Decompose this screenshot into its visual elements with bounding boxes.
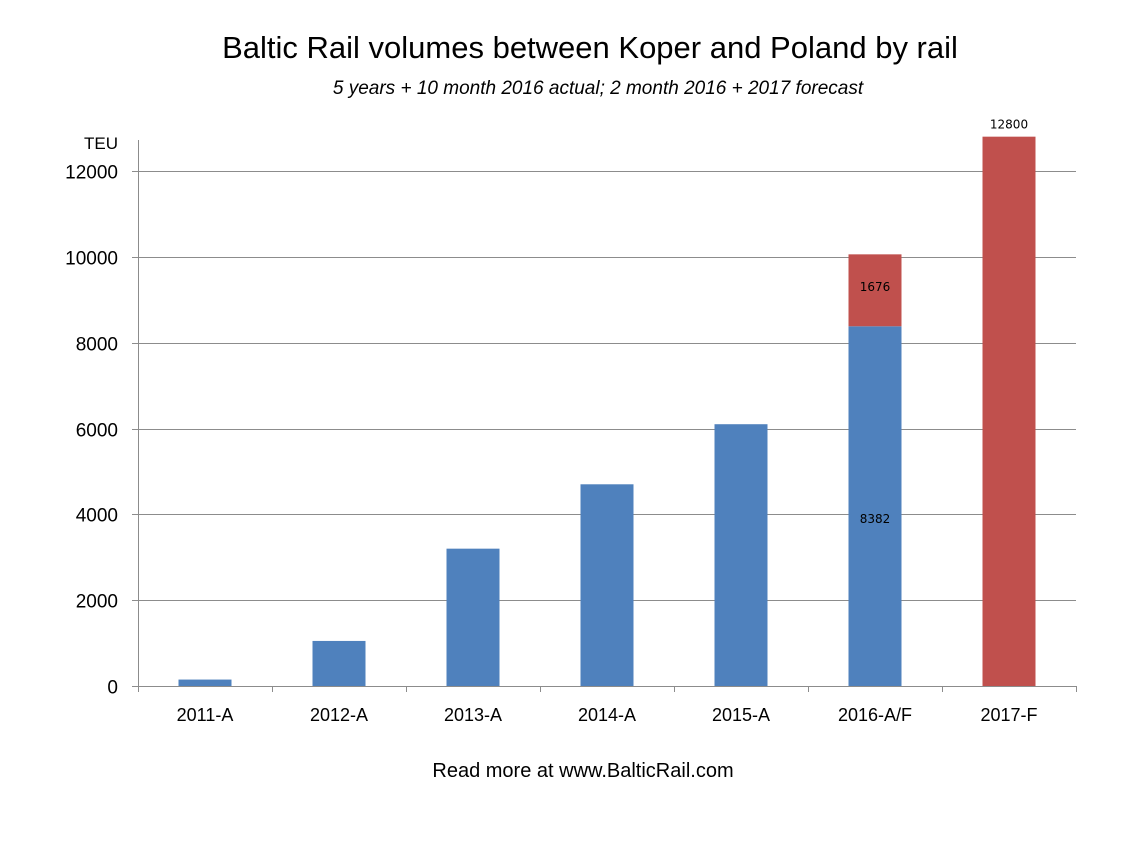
y-tick-label: 4000 (76, 506, 118, 527)
footer-link[interactable]: Read more at www.BalticRail.com (432, 760, 734, 782)
y-tick-label: 10000 (65, 249, 118, 270)
data-label: 1676 (860, 280, 891, 294)
x-category-label: 2013-A (444, 705, 502, 725)
y-tick-label: 6000 (76, 421, 118, 442)
x-category-label: 2014-A (578, 705, 636, 725)
x-category-label: 2012-A (310, 705, 368, 725)
x-category-label: 2016-A/F (838, 705, 912, 725)
y-tick-label: 12000 (65, 163, 118, 184)
x-category-label: 2011-A (177, 705, 234, 725)
chart-subtitle: 5 years + 10 month 2016 actual; 2 month … (332, 78, 864, 99)
data-label: 12800 (990, 118, 1028, 132)
y-tick-label: 0 (107, 678, 118, 699)
y-tick-label: 8000 (76, 335, 118, 356)
data-label: 8382 (860, 512, 891, 526)
chart-title: Baltic Rail volumes between Koper and Po… (222, 30, 958, 65)
bar (312, 640, 366, 686)
bars (178, 136, 1036, 686)
bar (580, 484, 634, 686)
bar (982, 136, 1036, 686)
y-tick-label: 2000 (76, 592, 118, 613)
bar (848, 326, 902, 686)
bar (178, 679, 232, 686)
x-category-label: 2015-A (712, 705, 770, 725)
bar (848, 254, 902, 327)
labels: 0 2000 4000 6000 8000 10000 12000 TEU 2011-A 2012… (65, 118, 1037, 725)
axes (132, 140, 1077, 692)
y-axis-unit-label: TEU (84, 134, 118, 153)
x-category-label: 2017-F (980, 705, 1037, 725)
bar (446, 548, 500, 686)
bar (714, 424, 768, 686)
